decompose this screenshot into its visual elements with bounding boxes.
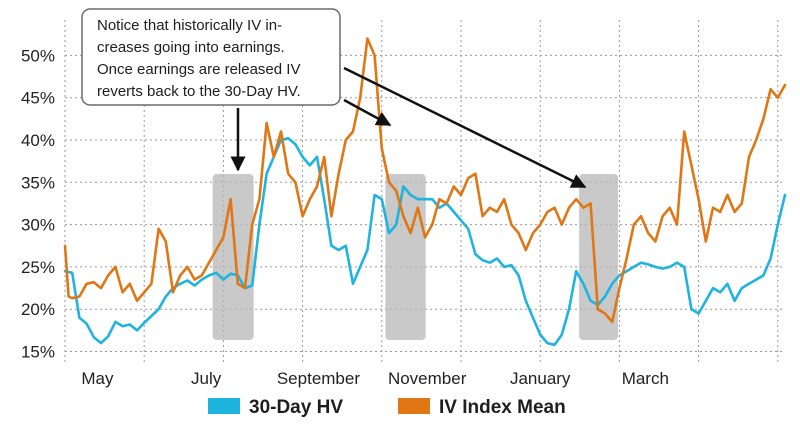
y-axis-ticks: 15% 20% 25% 30% 35% 40% 45% 50% <box>21 46 55 361</box>
legend-label-iv: IV Index Mean <box>439 397 566 418</box>
annotation-line-4: reverts back to the 30-Day HV. <box>97 83 301 100</box>
y-tick-label: 35% <box>21 173 55 192</box>
x-tick-label: September <box>277 369 360 388</box>
x-tick-label: July <box>191 369 222 388</box>
arrow-january <box>343 66 587 189</box>
annotation-box: Notice that historically IV in- creases … <box>81 8 341 106</box>
legend-swatch-iv <box>398 398 430 414</box>
series-layer <box>63 37 787 347</box>
y-tick-label: 50% <box>21 46 55 65</box>
y-tick-label: 30% <box>21 216 55 235</box>
annotation-line-3: Once earnings are released IV <box>97 61 300 78</box>
series-line-30-day-hv <box>63 137 787 347</box>
x-tick-label: March <box>622 369 669 388</box>
earnings-shade-region <box>579 174 618 340</box>
annotation-arrows <box>230 66 587 189</box>
x-tick-label: January <box>510 369 571 388</box>
annotation-line-1: Notice that historically IV in- <box>97 17 282 34</box>
y-tick-label: 45% <box>21 89 55 108</box>
legend: 30-Day HV IV Index Mean <box>208 397 566 418</box>
y-tick-label: 40% <box>21 131 55 150</box>
annotation-line-2: creases going into earnings. <box>97 39 285 56</box>
series-line-iv-index-mean <box>63 37 787 324</box>
legend-swatch-hv <box>208 398 240 414</box>
y-tick-label: 20% <box>21 300 55 319</box>
x-axis-ticks: May July September November January March <box>81 369 669 388</box>
x-tick-label: November <box>388 369 467 388</box>
y-tick-label: 15% <box>21 343 55 362</box>
legend-label-hv: 30-Day HV <box>249 397 343 418</box>
earnings-shade-region <box>212 174 254 340</box>
x-tick-label: May <box>81 369 114 388</box>
y-tick-label: 25% <box>21 258 55 277</box>
arrow-october <box>343 98 392 127</box>
